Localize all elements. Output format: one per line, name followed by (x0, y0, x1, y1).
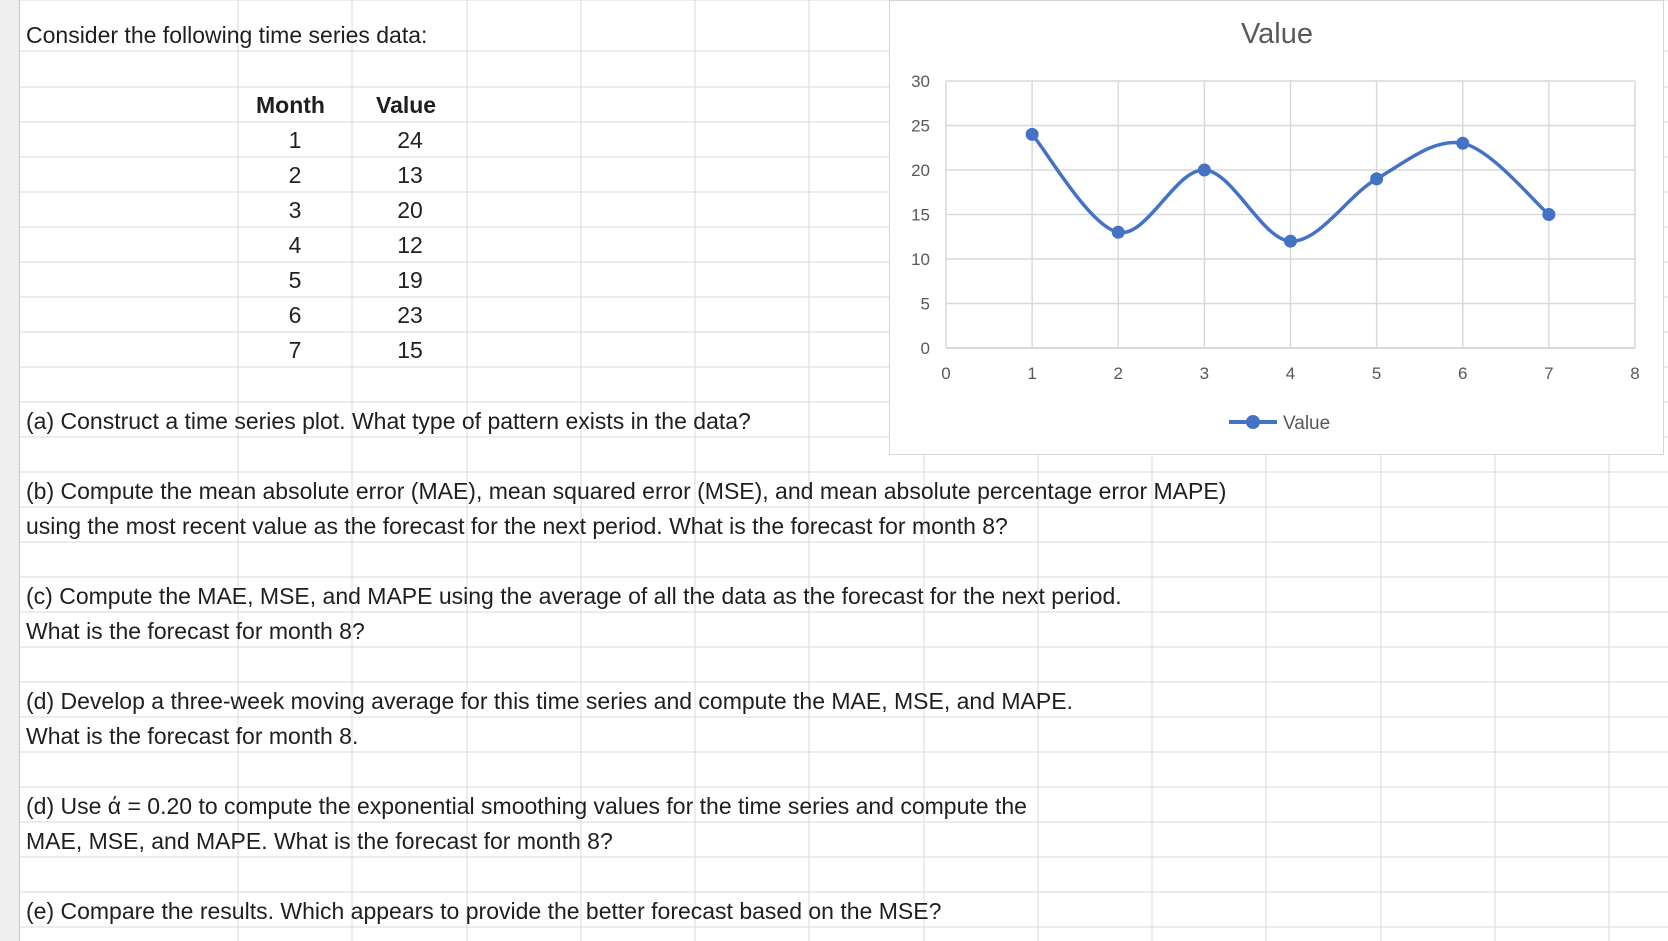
table-cell-value[interactable]: 20 (397, 197, 423, 223)
table-cell-month[interactable]: 6 (288, 302, 302, 328)
data-point[interactable] (1542, 208, 1556, 221)
question-b-line1[interactable]: (b) Compute the mean absolute error (MAE… (26, 478, 1227, 504)
y-tick-label: 30 (911, 72, 930, 91)
intro-text[interactable]: Consider the following time series data: (26, 22, 428, 48)
data-point[interactable] (1111, 225, 1125, 239)
x-tick-label: 6 (1458, 364, 1467, 383)
x-tick-label: 7 (1544, 364, 1553, 383)
chart-series (1025, 127, 1556, 248)
question-d2-line1[interactable]: (d) Use ά = 0.20 to compute the exponent… (26, 793, 1027, 819)
chart-legend: Value (1229, 413, 1330, 434)
question-b-line2[interactable]: using the most recent value as the forec… (26, 513, 1008, 539)
x-tick-label: 8 (1630, 364, 1639, 383)
data-point[interactable] (1197, 163, 1211, 177)
table-cell-month[interactable]: 2 (288, 162, 302, 188)
y-tick-label: 20 (911, 161, 930, 180)
row-header-strip (0, 0, 20, 941)
table-cell-month[interactable]: 1 (288, 127, 302, 153)
x-tick-label: 3 (1200, 364, 1209, 383)
legend-label: Value (1283, 413, 1330, 434)
table-cell-value[interactable]: 12 (397, 232, 423, 258)
question-a[interactable]: (a) Construct a time series plot. What t… (26, 408, 751, 434)
x-tick-label: 1 (1027, 364, 1036, 383)
table-cell-value[interactable]: 23 (397, 302, 423, 328)
legend-marker (1246, 415, 1260, 429)
x-axis-ticks: 0 1 2 3 4 5 6 7 8 (941, 364, 1639, 383)
question-d-line2[interactable]: What is the forecast for month 8. (26, 723, 359, 749)
data-point[interactable] (1370, 172, 1384, 186)
data-point[interactable] (1456, 136, 1470, 150)
table-cell-month[interactable]: 5 (288, 267, 302, 293)
question-d2-line2[interactable]: MAE, MSE, and MAPE. What is the forecast… (26, 828, 613, 854)
x-tick-label: 0 (941, 364, 950, 383)
data-point[interactable] (1284, 234, 1297, 248)
table-cell-month[interactable]: 3 (288, 197, 302, 223)
x-tick-label: 4 (1286, 364, 1295, 383)
chart-title: Value (1241, 18, 1313, 50)
question-c-line1[interactable]: (c) Compute the MAE, MSE, and MAPE using… (26, 583, 1122, 609)
table-cell-value[interactable]: 13 (397, 162, 423, 188)
data-point[interactable] (1025, 127, 1039, 141)
y-tick-label: 0 (921, 339, 930, 358)
header-month[interactable]: Month (256, 92, 325, 118)
chart-gridlines (945, 80, 1636, 349)
y-tick-label: 25 (911, 117, 930, 136)
table-cell-value[interactable]: 15 (397, 337, 423, 363)
x-tick-label: 5 (1372, 364, 1381, 383)
table-cell-value[interactable]: 24 (397, 127, 423, 153)
table-cell-value[interactable]: 19 (397, 267, 423, 293)
table-cell-month[interactable]: 4 (288, 232, 302, 258)
chart-canvas: Value 0 5 10 15 20 25 30 0 1 2 3 4 5 6 7 8 Value (911, 18, 1640, 434)
x-tick-label: 2 (1114, 364, 1123, 383)
question-e[interactable]: (e) Compare the results. Which appears t… (26, 898, 942, 924)
question-c-line2[interactable]: What is the forecast for month 8? (26, 618, 365, 644)
line-chart[interactable]: Value 0 5 10 15 20 25 30 0 1 2 3 4 5 6 7 8 Value (889, 0, 1664, 455)
table-cell-month[interactable]: 7 (288, 337, 302, 363)
y-tick-label: 15 (911, 206, 930, 225)
header-value[interactable]: Value (376, 92, 437, 118)
y-tick-label: 5 (921, 295, 930, 314)
y-axis-ticks: 0 5 10 15 20 25 30 (911, 72, 930, 358)
question-d-line1[interactable]: (d) Develop a three-week moving average … (26, 688, 1073, 714)
y-tick-label: 10 (911, 250, 930, 269)
